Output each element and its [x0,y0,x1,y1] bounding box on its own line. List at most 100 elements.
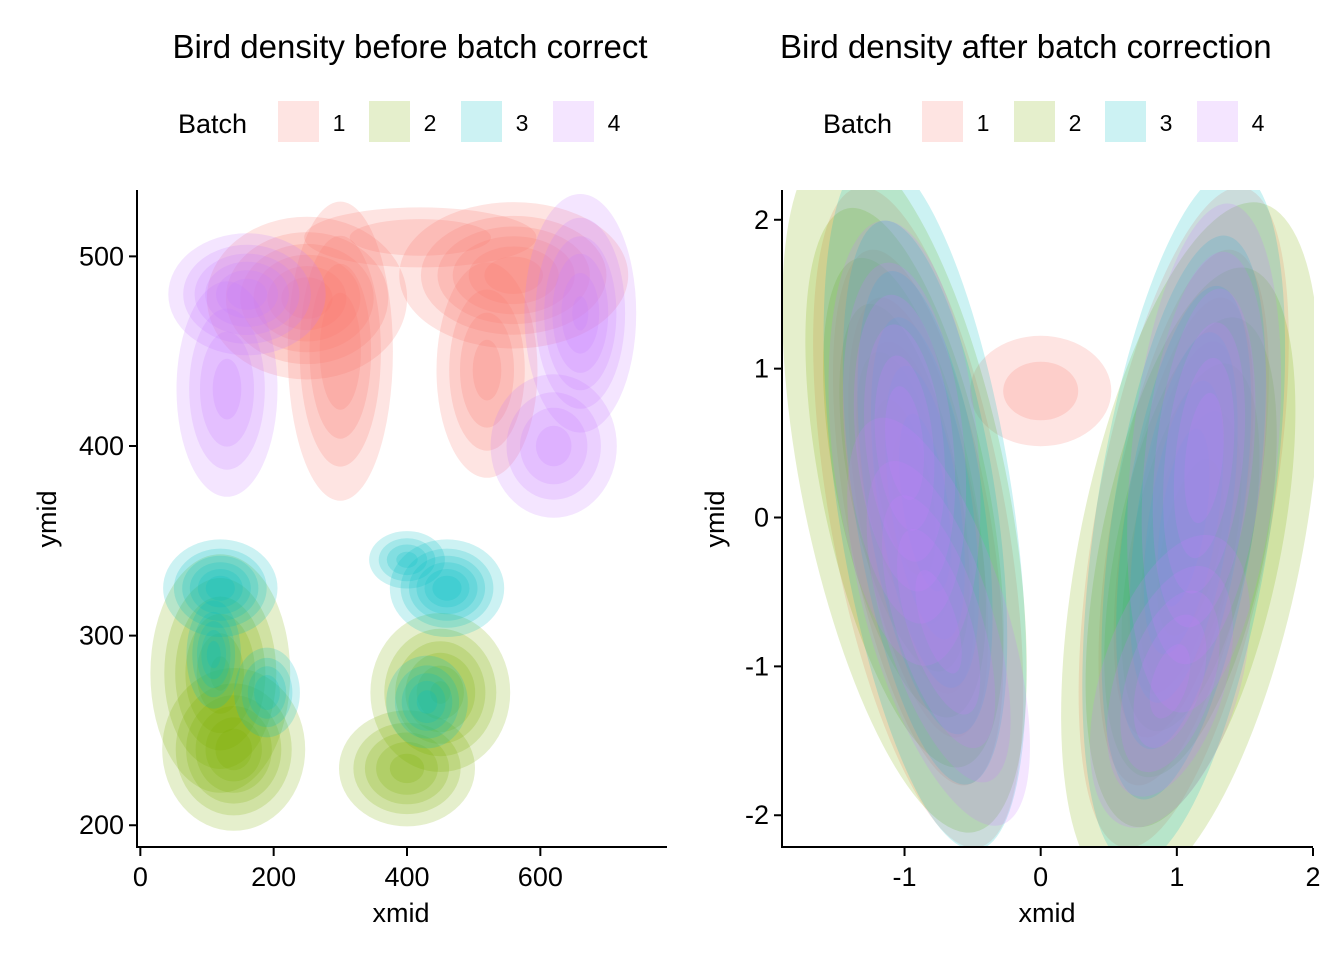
density-level-4-2-0 [524,193,637,433]
y-tick-label: 2 [754,205,769,235]
density-level-4-0-3 [864,324,945,562]
density-level-3-3-0 [389,539,505,637]
density-level-4-1-0 [847,417,1030,826]
density-level-3-0-3 [870,317,980,688]
density-level-3-1-3 [201,630,227,680]
x-tick-label: 400 [384,862,429,892]
legend-key-1 [922,101,963,142]
density-level-1-0-1 [833,249,1004,786]
density-level-2-2-0 [370,613,511,772]
density-level-2-1-0 [162,668,306,831]
density-level-1-4-1 [349,219,491,256]
density-series-1 [813,190,1289,848]
y-tick-label: 200 [79,810,124,840]
density-level-4-3-0 [490,374,617,518]
density-level-4-1-1 [866,460,1011,783]
density-level-1-1-0 [287,201,393,501]
density-level-3-1-0 [186,600,241,709]
density-level-2-0-1 [164,578,277,769]
density-level-1-0-4 [267,266,347,331]
density-level-1-3-0 [436,262,538,478]
density-level-3-3-4 [424,569,470,608]
density-level-1-2-0 [970,335,1112,447]
density-level-4-0-5 [885,386,924,501]
density-level-3-1-2 [1116,285,1252,750]
density-level-4-2-1 [1141,251,1267,665]
density-level-2-2-2 [395,641,486,744]
density-level-3-4-3 [408,680,446,724]
density-level-1-1-4 [1142,387,1226,648]
density-level-4-1-3 [212,358,242,420]
density-level-2-0-2 [175,596,266,751]
legend-label-2: 2 [424,110,437,136]
y-tick-label: 1 [754,354,769,384]
density-level-3-0-1 [842,220,1008,785]
x-tick-label: 200 [251,862,296,892]
density-level-2-1-2 [186,695,282,804]
density-level-3-4-0 [386,655,468,749]
density-level-4-3-2 [1120,590,1220,773]
y-tick-label: 0 [754,503,769,533]
legend-key-4 [1197,101,1238,142]
density-level-4-3-1 [506,392,601,500]
density-level-4-1-2 [881,495,996,749]
density-level-2-1-5 [1157,459,1224,636]
density-level-4-2-3 [552,253,609,373]
density-level-3-3-1 [400,548,494,628]
density-level-1-1-3 [1127,341,1240,694]
density-level-2-1-4 [1139,411,1242,684]
density-level-3-1-1 [1101,235,1266,800]
density-level-3-0-5 [899,413,951,592]
density-level-4-1-2 [200,331,254,447]
density-level-4-3-3 [535,425,572,467]
x-tick-label: 2 [1305,862,1320,892]
density-level-1-3-3 [472,339,502,401]
y-axis-label: ymid [700,490,730,547]
density-level-2-0-4 [196,633,244,714]
density-level-1-2-4 [468,246,559,305]
x-axis-ticks: 0 200 400 600 [133,848,563,892]
density-level-1-0-5 [891,432,946,603]
density-level-4-2-1 [535,217,626,409]
density-level-3-0-0 [163,539,278,637]
legend-label-1: 1 [977,110,990,136]
density-level-4-1-0 [176,281,278,497]
density-level-2-2-5 [430,681,451,704]
density-level-3-2-2 [247,666,287,719]
x-axis-label: xmid [372,898,429,928]
legend-label-3: 3 [516,110,529,136]
density-level-2-0-3 [185,613,256,734]
density-level-4-0-5 [226,278,268,310]
density-level-2-1-4 [205,717,262,782]
density-level-1-0-5 [281,277,333,319]
density-level-4-3-0 [1089,534,1251,828]
density-level-4-2-4 [1173,357,1235,559]
legend-label-2: 2 [1069,110,1082,136]
density-level-2-0-5 [210,656,231,691]
density-level-4-2-5 [1184,392,1224,524]
legend-key-4 [553,101,594,142]
density-level-2-0-1 [805,207,1004,768]
density-level-4-0-2 [194,253,300,335]
density-level-1-1-0 [1078,190,1289,848]
density-level-1-2-3 [452,236,575,315]
x-tick-label: 1 [1169,862,1184,892]
x-axis-ticks: -1 0 1 2 [893,848,1321,892]
density-level-2-1-2 [1104,317,1277,778]
density-level-3-4-1 [394,665,460,739]
density-level-4-3-2 [520,407,588,485]
density-level-4-2-0 [1127,203,1282,713]
density-level-3-4-4 [416,690,438,714]
density-level-2-0-0 [782,190,1027,833]
x-tick-label: 600 [518,862,563,892]
legend-key-2 [1014,101,1055,142]
density-level-3-1-2 [196,621,231,689]
density-level-2-1-3 [1121,363,1260,732]
density-level-4-0-2 [853,294,956,592]
chart-title: Bird density before batch correct [172,28,647,65]
density-level-2-1-5 [215,728,252,771]
panel-before-correction: Bird density before batch correct Batch … [32,28,667,928]
density-level-2-1-0 [1061,202,1314,848]
chart-title: Bird density after batch correction [780,28,1272,65]
